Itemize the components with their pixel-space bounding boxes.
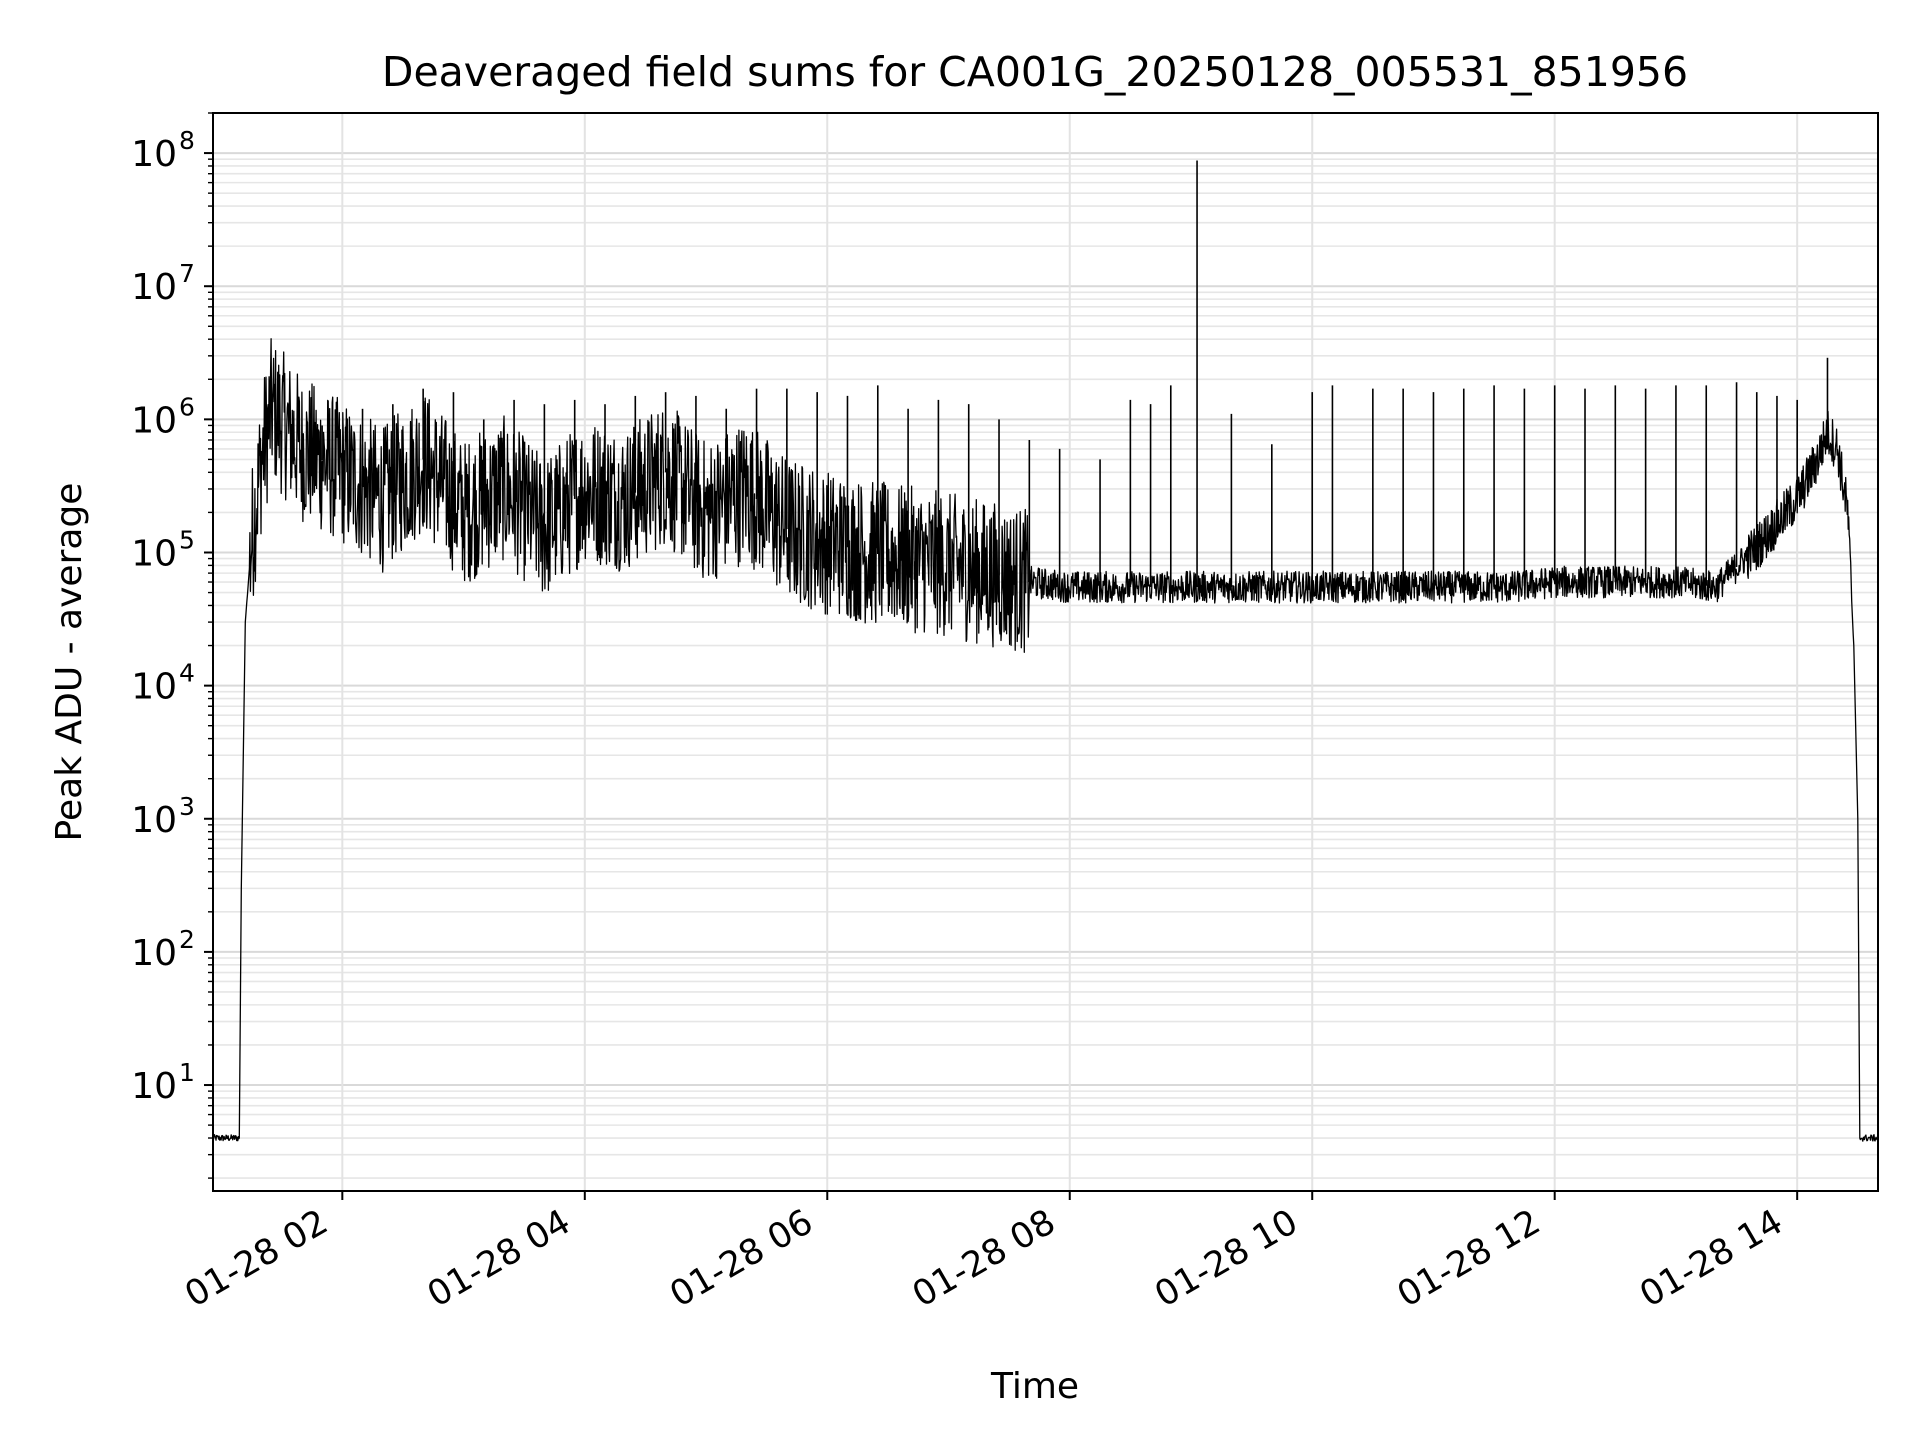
- chart-title: Deaveraged field sums for CA001G_2025012…: [382, 48, 1688, 96]
- y-tick-label: 10: [131, 1066, 177, 1107]
- y-tick-exponent: 1: [179, 1058, 195, 1087]
- y-tick-exponent: 5: [179, 525, 195, 554]
- y-tick-exponent: 8: [179, 126, 195, 155]
- y-tick-exponent: 4: [179, 659, 195, 688]
- series-line: [212, 338, 1879, 1142]
- y-tick-label: 10: [131, 800, 177, 841]
- y-tick-exponent: 2: [179, 925, 195, 954]
- y-tick-exponent: 3: [179, 792, 195, 821]
- y-tick-label: 10: [131, 933, 177, 974]
- y-tick-exponent: 7: [179, 259, 195, 288]
- grid: [213, 112, 1878, 1191]
- y-tick-label: 10: [131, 267, 177, 308]
- plot-frame: [212, 112, 1879, 1192]
- y-tick-label: 10: [131, 134, 177, 175]
- y-tick-label: 10: [131, 533, 177, 574]
- y-tick-label: 10: [131, 667, 177, 708]
- y-tick-label: 10: [131, 400, 177, 441]
- y-tick-exponent: 6: [179, 392, 195, 421]
- spikes: [264, 160, 1829, 588]
- y-axis-label: Peak ADU - average: [49, 483, 90, 842]
- x-axis-label: Time: [990, 1366, 1079, 1407]
- plot-area: [212, 160, 1879, 1142]
